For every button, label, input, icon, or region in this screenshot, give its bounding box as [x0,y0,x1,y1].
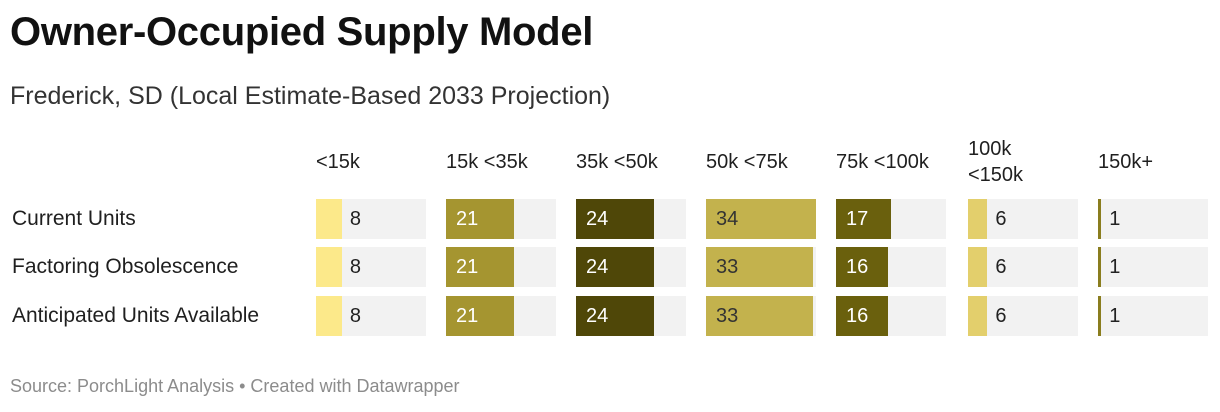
bar [576,247,654,287]
chart-title: Owner-Occupied Supply Model [10,10,594,54]
value-label: 8 [349,305,361,327]
bar-track: 21 [446,296,556,336]
value-label: 1 [1109,305,1121,327]
bar-track: 1 [1098,296,1208,336]
value-label: 6 [995,256,1007,278]
value-label: 21 [456,256,479,278]
value-label: 16 [846,256,869,278]
bar-track: 8 [316,199,426,239]
column-header: 35k <50k [576,151,658,173]
value-label: 1 [1109,208,1121,230]
value-label: 16 [846,305,869,327]
row-label: Factoring Obsolescence [12,255,239,278]
bar-track: 6 [968,296,1078,336]
bar [706,247,813,287]
value-label: 24 [586,208,609,230]
bar-track: 1 [1098,247,1208,287]
value-label: 24 [586,305,609,327]
column-header: 150k+ [1098,151,1154,173]
bar-track: 33 [706,247,816,287]
bar [316,199,342,239]
bar [316,296,342,336]
bar [1098,296,1102,336]
value-label: 21 [456,305,479,327]
column-header: 15k <35k [446,151,528,173]
value-label: 8 [349,208,361,230]
bar-track: 6 [968,199,1078,239]
value-label: 1 [1109,256,1121,278]
value-label: 21 [456,208,479,230]
bar [446,296,514,336]
bar [316,247,342,287]
bar [576,199,654,239]
bar [446,199,514,239]
value-label: 6 [995,305,1007,327]
bar-track: 17 [836,199,946,239]
bar-track: 1 [1098,199,1208,239]
bar [1098,199,1102,239]
column-header: <15k [316,151,360,173]
bar-track: 24 [576,247,686,287]
bar-track: 24 [576,296,686,336]
column-header: 75k <100k [836,151,929,173]
bar [968,247,988,287]
bar [968,296,988,336]
bar-track: 8 [316,296,426,336]
chart-subtitle: Frederick, SD (Local Estimate-Based 2033… [10,82,611,110]
bar-track: 16 [836,296,946,336]
bar [1098,247,1102,287]
bar-track: 21 [446,247,556,287]
bar-track: 33 [706,296,816,336]
bar-track: 16 [836,247,946,287]
bar [576,296,654,336]
value-label: 24 [586,256,609,278]
row-label: Current Units [12,207,136,230]
value-label: 8 [349,256,361,278]
bar-track: 24 [576,199,686,239]
bar [968,199,988,239]
value-label: 34 [716,208,739,230]
column-header: 100k <150k [968,138,1024,186]
bar [836,296,888,336]
bar-track: 21 [446,199,556,239]
bar-track: 34 [706,199,816,239]
bar [836,247,888,287]
value-label: 33 [716,305,739,327]
value-label: 33 [716,256,739,278]
bar [446,247,514,287]
bar-track: 8 [316,247,426,287]
source-note: Source: PorchLight Analysis • Created wi… [10,376,460,396]
column-header: 50k <75k [706,151,788,173]
bar-track: 6 [968,247,1078,287]
bar [836,199,891,239]
value-label: 17 [846,208,869,230]
bar [706,296,813,336]
bar [706,199,816,239]
value-label: 6 [995,208,1007,230]
row-label: Anticipated Units Available [12,304,260,327]
